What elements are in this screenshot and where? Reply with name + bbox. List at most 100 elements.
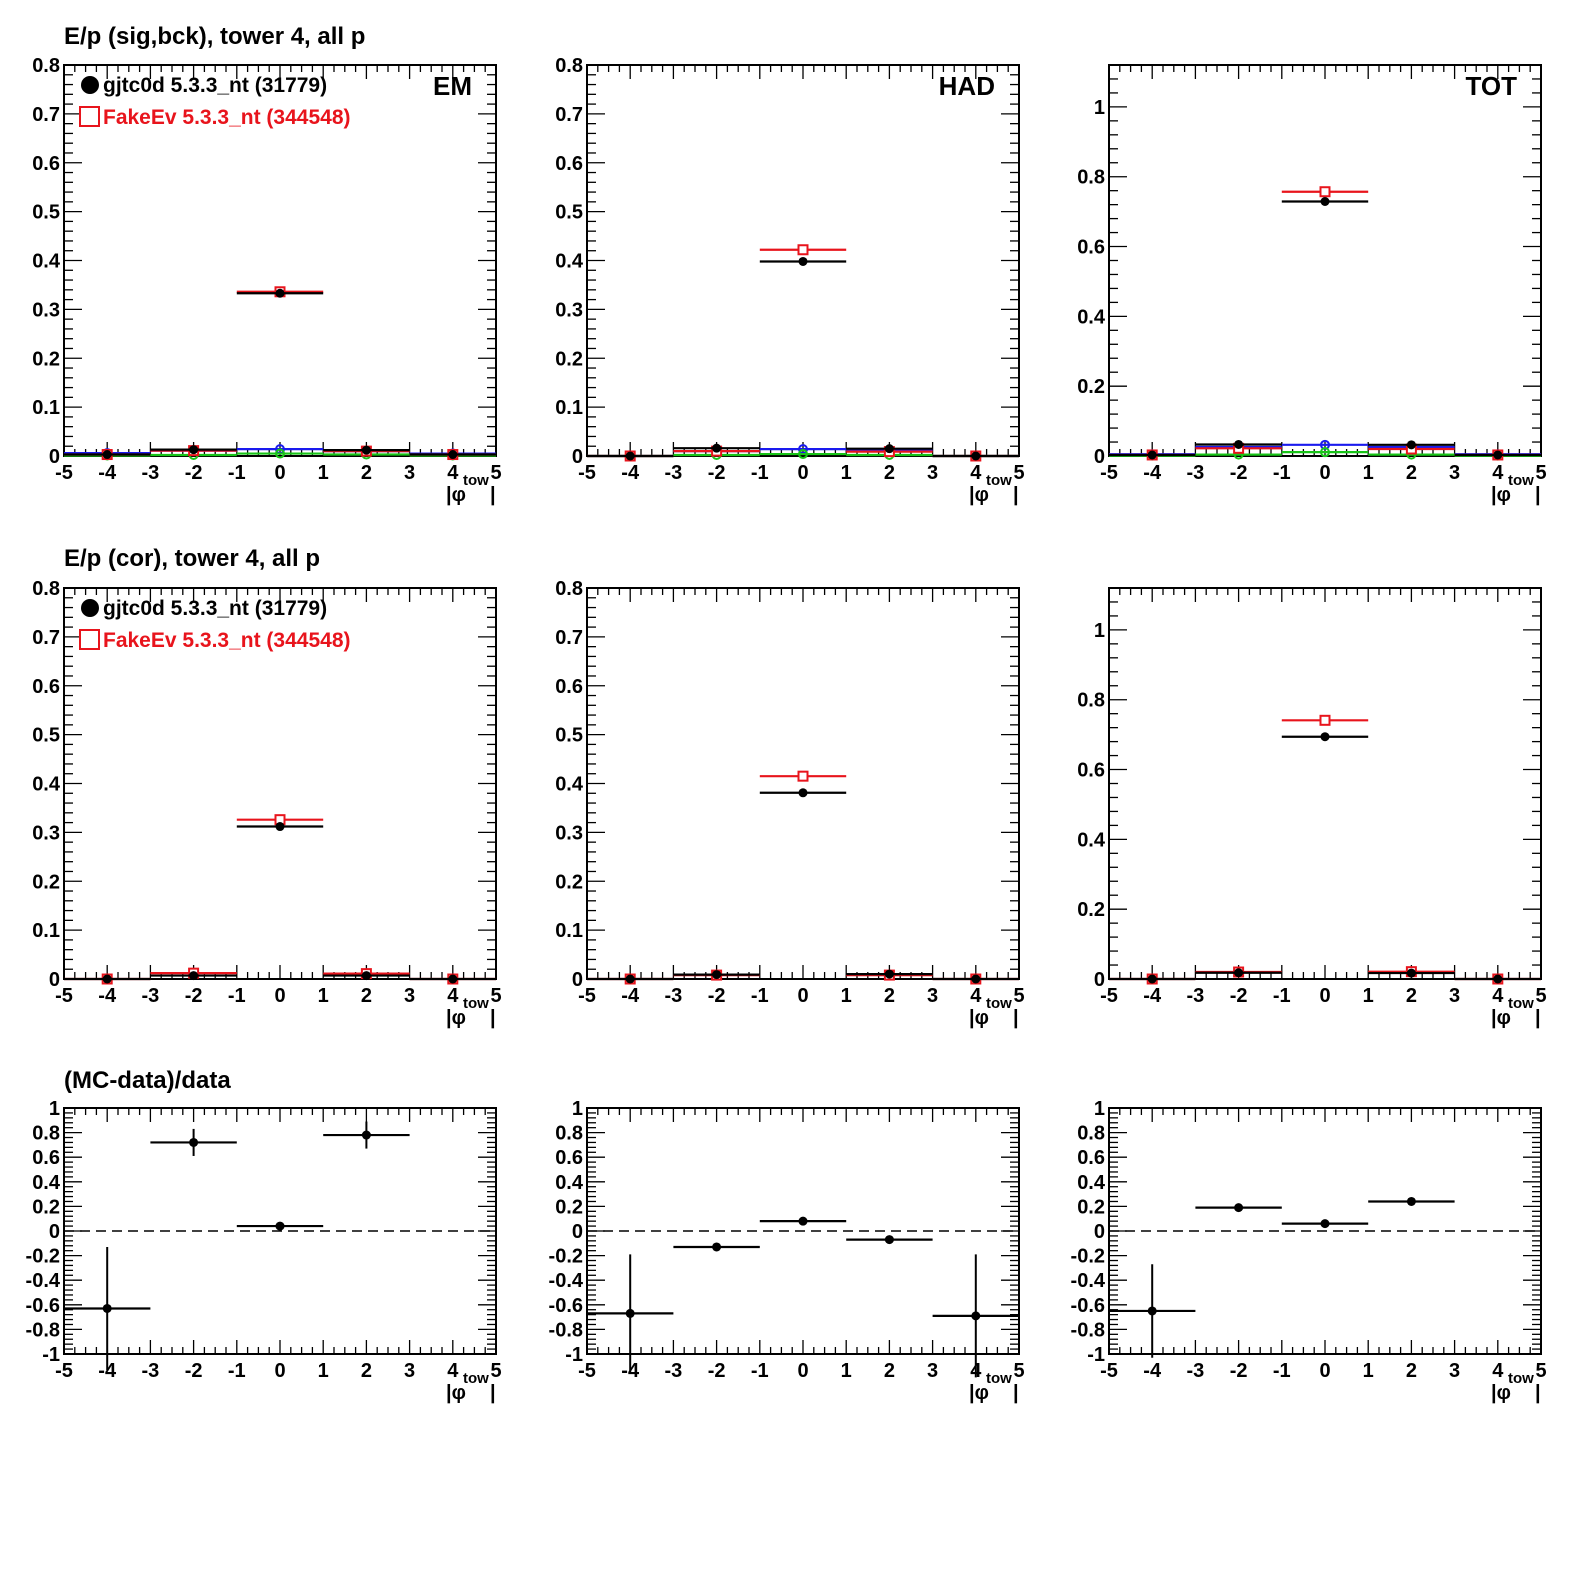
data-point — [625, 974, 635, 984]
x-tick-label: 5 — [1535, 1360, 1546, 1382]
x-label-sub: tow — [1508, 995, 1534, 1012]
data-point — [1406, 440, 1416, 450]
y-tick-label: 0 — [1094, 1221, 1105, 1243]
plot-frame — [1108, 64, 1542, 457]
ratio-point — [102, 1303, 112, 1313]
y-tick-label: 0.8 — [32, 55, 60, 77]
x-label-sub: tow — [1508, 1370, 1534, 1387]
x-tick-label: -1 — [228, 1360, 246, 1382]
x-tick-label: 0 — [1319, 1360, 1330, 1382]
y-tick-label: -0.8 — [549, 1319, 583, 1341]
y-tick-label: 0.8 — [555, 55, 583, 77]
x-tick-label: 3 — [927, 1360, 938, 1382]
y-tick-label: 0.4 — [32, 1172, 61, 1194]
x-tick-label: -1 — [751, 985, 769, 1007]
y-tick-label: 0.6 — [32, 153, 60, 175]
y-tick-label: 0.5 — [555, 725, 583, 747]
y-tick-label: 0.8 — [1077, 690, 1105, 712]
y-tick-label: -1 — [565, 1344, 583, 1366]
mc-point — [797, 244, 809, 256]
chart-panel: -5 -4 -3 -2 -1 0 1 2 3 4 5 0 0.1 0.2 0.3 0.4 0.5 0.6 0.7 0.… — [555, 55, 1024, 506]
y-tick-label: 0.2 — [1077, 1196, 1105, 1218]
x-tick-label: -4 — [621, 462, 640, 484]
ratio-point — [1406, 1196, 1416, 1206]
y-tick-label: 0.4 — [1077, 829, 1106, 851]
x-tick-label: 1 — [318, 462, 329, 484]
data-point — [1493, 450, 1503, 460]
x-tick-label: 2 — [884, 462, 895, 484]
x-tick-label: 2 — [1406, 462, 1417, 484]
x-tick-label: 4 — [447, 1360, 459, 1382]
y-tick-label: 0.6 — [555, 153, 583, 175]
x-tick-label: -5 — [1100, 985, 1118, 1007]
x-label-sub: tow — [463, 995, 489, 1012]
x-tick-label: 5 — [1535, 985, 1546, 1007]
x-tick-label: 0 — [797, 1360, 808, 1382]
ratio-point — [275, 1221, 285, 1231]
x-tick-label: -2 — [1230, 985, 1248, 1007]
chart-panel: -5-4-3-2-1012345-1-0.8-0.6-0.4-0.200.20.… — [549, 1098, 1025, 1404]
y-tick-label: 0.6 — [32, 1147, 60, 1169]
y-tick-label: 0.6 — [555, 1147, 583, 1169]
y-tick-label: 0.5 — [32, 202, 60, 224]
x-tick-label: 3 — [1449, 462, 1460, 484]
y-tick-label: 0 — [1094, 969, 1105, 991]
x-tick-label: 0 — [274, 985, 285, 1007]
ratio-point — [884, 1235, 894, 1245]
x-tick-label: 3 — [927, 462, 938, 484]
y-tick-label: 0.7 — [32, 104, 60, 126]
y-tick-label: 0.2 — [32, 871, 60, 893]
data-point — [189, 971, 199, 981]
x-tick-label: 2 — [361, 1360, 372, 1382]
y-tick-label: -0.6 — [1071, 1295, 1105, 1317]
y-tick-label: 0.8 — [1077, 167, 1105, 189]
y-tick-label: 0.2 — [555, 348, 583, 370]
y-tick-label: 0.4 — [555, 251, 584, 273]
y-tick-label: 0.2 — [32, 1196, 60, 1218]
data-point — [448, 450, 458, 460]
x-tick-label: 5 — [1013, 985, 1024, 1007]
x-tick-label: -3 — [1187, 1360, 1205, 1382]
panel-tag: EM — [433, 71, 472, 101]
x-tick-label: -3 — [1187, 462, 1205, 484]
x-label-sub: tow — [463, 1370, 489, 1387]
x-tick-label: -2 — [1230, 462, 1248, 484]
y-tick-label: -0.4 — [1071, 1270, 1106, 1292]
x-tick-label: 0 — [274, 1360, 285, 1382]
legend-label-data: gjtc0d 5.3.3_nt (31779) — [103, 74, 327, 97]
x-tick-label: -3 — [142, 462, 160, 484]
x-tick-label: -2 — [708, 985, 726, 1007]
row-title: E/p (cor), tower 4, all p — [64, 545, 320, 572]
x-label-close: | — [1013, 484, 1019, 506]
x-tick-label: 4 — [447, 985, 459, 1007]
x-tick-label: 2 — [1406, 985, 1417, 1007]
data-point — [1406, 968, 1416, 978]
legend-marker-mc — [79, 106, 100, 127]
x-tick-label: 5 — [1535, 462, 1546, 484]
legend-label-mc: FakeEv 5.3.3_nt (344548) — [103, 629, 351, 652]
plot-frame — [1108, 587, 1542, 980]
x-label-sub: tow — [463, 472, 489, 489]
y-tick-label: 0.7 — [555, 627, 583, 649]
x-tick-label: 2 — [884, 1360, 895, 1382]
data-point — [1147, 974, 1157, 984]
x-tick-label: 1 — [318, 1360, 329, 1382]
x-label-close: | — [1535, 1382, 1541, 1404]
x-tick-label: 5 — [490, 985, 501, 1007]
x-tick-label: 3 — [927, 985, 938, 1007]
y-tick-label: 0.3 — [32, 822, 60, 844]
x-tick-label: 5 — [490, 1360, 501, 1382]
x-tick-label: -4 — [1143, 985, 1162, 1007]
x-label-sub: tow — [986, 995, 1012, 1012]
x-tick-label: -5 — [55, 985, 73, 1007]
y-tick-label: -0.4 — [549, 1270, 584, 1292]
y-tick-label: -0.2 — [549, 1246, 583, 1268]
chart-panel: -5 -4 -3 -2 -1 0 1 2 3 4 5 0 0.1 0.2 0.3 0.4 0.5 0.6 0.7 0.… — [32, 55, 501, 506]
y-tick-label: 0.4 — [32, 774, 61, 796]
y-tick-label: 0.6 — [1077, 760, 1105, 782]
